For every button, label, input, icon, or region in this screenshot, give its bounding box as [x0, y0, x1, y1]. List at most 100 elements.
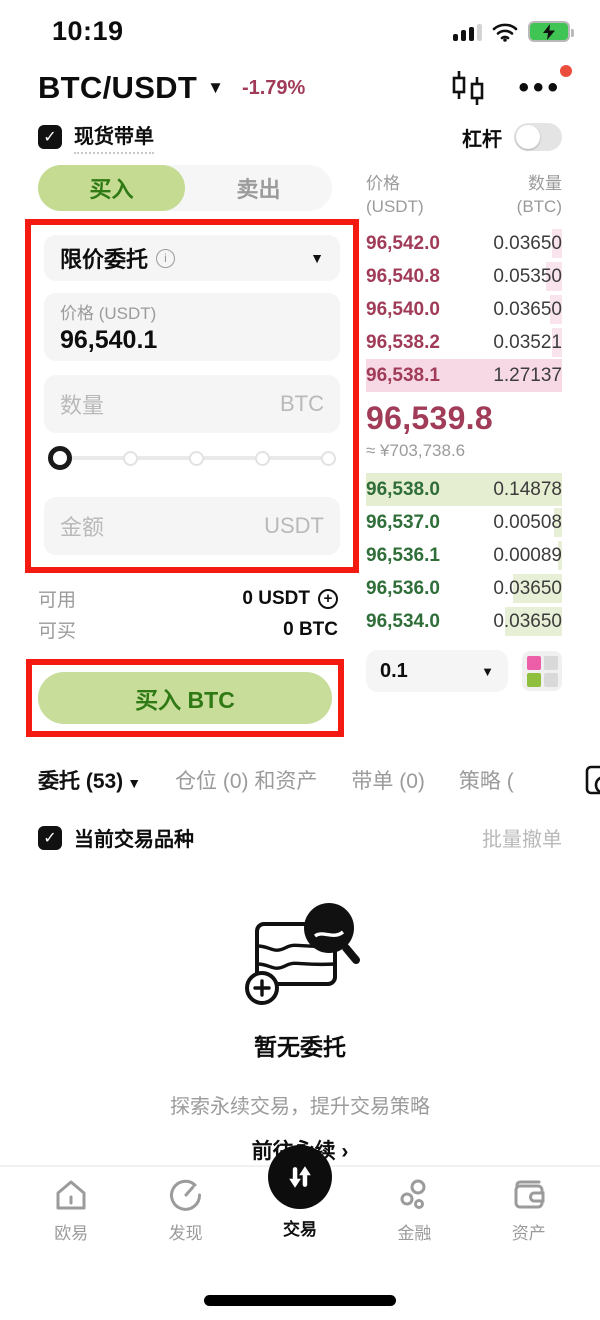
ask-rows: 96,542.0 0.03650 96,540.8 0.05350 96,540.0…	[366, 227, 562, 392]
wifi-icon	[492, 22, 518, 42]
ask-row[interactable]: 96,540.8 0.05350	[366, 260, 562, 293]
order-type-value: 限价委托	[60, 247, 149, 272]
price-input-value: 96,540.1	[60, 326, 158, 354]
empty-title: 暂无委托	[254, 1034, 346, 1060]
available-value: 0 USDT	[242, 587, 310, 609]
amount-slider[interactable]	[44, 433, 340, 483]
info-icon[interactable]	[156, 248, 176, 268]
bid-row[interactable]: 96,537.0 0.00508	[366, 506, 562, 539]
batch-cancel-button[interactable]: 批量撤单	[482, 829, 562, 851]
available-row: 可用 0 USDT	[38, 583, 338, 614]
ask-row[interactable]: 96,538.1 1.27137	[366, 359, 562, 392]
nav-item-home[interactable]: 欧易	[26, 1177, 116, 1244]
last-price: 96,539.8	[366, 400, 493, 436]
finance-icon	[395, 1177, 433, 1213]
tab-positions-assets[interactable]: 仓位 (0) 和资产	[175, 770, 318, 793]
bid-rows: 96,538.0 0.14878 96,537.0 0.00508 96,536.1…	[366, 473, 562, 638]
pair-header: BTC/USDT ▼ -1.79% •••	[0, 47, 600, 107]
annotation-box-order-form: 限价委托 ▼ 价格 (USDT) 96,540.1 数量 BTC	[25, 219, 359, 573]
battery-charging-icon	[528, 21, 574, 42]
dropdown-caret-icon: ▼	[481, 663, 494, 679]
spot-copy-trading-toggle[interactable]: 现货带单	[38, 120, 154, 154]
buy-sell-tabs: 买入 卖出	[38, 165, 332, 211]
price-input[interactable]: 价格 (USDT) 96,540.1	[44, 293, 340, 361]
buy-btc-button[interactable]: 买入 BTC	[38, 672, 332, 724]
ask-row[interactable]: 96,538.2 0.03521	[366, 326, 562, 359]
can-buy-label: 可买	[38, 621, 77, 642]
home-icon	[52, 1177, 90, 1213]
bid-row[interactable]: 96,536.0 0.03650	[366, 572, 562, 605]
more-menu-icon[interactable]: •••	[516, 65, 572, 103]
notification-dot	[560, 65, 572, 77]
trade-swap-icon	[267, 1145, 332, 1209]
annotation-box-buy-button: 买入 BTC	[26, 659, 344, 737]
amount-unit: BTC	[280, 391, 324, 416]
amount-input[interactable]: 数量 BTC	[44, 375, 340, 433]
bottom-area: 欧易 发现 交易 金融 资产	[0, 1145, 600, 1320]
leverage-control: 杠杆	[462, 123, 562, 152]
tab-sell[interactable]: 卖出	[236, 177, 281, 202]
leverage-label: 杠杆	[462, 128, 502, 151]
checked-checkbox-icon[interactable]	[38, 825, 62, 850]
checked-checkbox-icon[interactable]	[38, 125, 62, 149]
price-change-badge: -1.79%	[241, 76, 306, 99]
leverage-toggle[interactable]	[514, 123, 562, 151]
nav-item-finance[interactable]: 金融	[369, 1177, 459, 1244]
bid-row[interactable]: 96,536.1 0.00089	[366, 539, 562, 572]
tab-open-orders[interactable]: 委托 (53) ▼	[38, 770, 142, 793]
available-label: 可用	[38, 590, 77, 611]
current-pair-filter[interactable]: 当前交易品种	[38, 823, 194, 852]
discover-icon	[167, 1177, 205, 1213]
home-indicator[interactable]	[204, 1295, 396, 1306]
price-input-label: 价格 (USDT)	[60, 304, 157, 323]
trade-main: 买入 卖出 限价委托 ▼ 价格 (USDT) 96,540.1 数量 BTC	[0, 165, 600, 737]
bid-row[interactable]: 96,538.0 0.14878	[366, 473, 562, 506]
clock: 10:19	[52, 16, 124, 46]
precision-dropdown[interactable]: 0.1 ▼	[366, 650, 508, 692]
ask-row[interactable]: 96,540.0 0.03650	[366, 293, 562, 326]
ob-price-header: 价格	[366, 174, 400, 193]
candlestick-chart-icon[interactable]	[450, 69, 486, 107]
total-placeholder: 金额	[60, 515, 105, 540]
dropdown-caret-icon: ▼	[310, 250, 324, 266]
book-display-mode-icon[interactable]	[522, 651, 562, 691]
ob-amount-header: 数量	[528, 174, 562, 193]
slider-stop[interactable]	[123, 450, 138, 466]
tab-copy-orders[interactable]: 带单 (0)	[351, 770, 425, 793]
pair-title[interactable]: BTC/USDT	[38, 70, 198, 105]
tab-caret-icon: ▼	[127, 775, 142, 791]
empty-orders-state: 暂无委托 探索永续交易，提升交易策略 前往永续 ›	[0, 898, 600, 1165]
orders-tab-bar: 委托 (53) ▼ 仓位 (0) 和资产 带单 (0) 策略 (	[0, 763, 600, 797]
orders-filter-row: 当前交易品种 批量撤单	[0, 823, 600, 852]
slider-stop[interactable]	[321, 450, 336, 466]
nav-item-discover[interactable]: 发现	[141, 1177, 231, 1244]
ask-row[interactable]: 96,542.0 0.03650	[366, 227, 562, 260]
slider-stop[interactable]	[189, 450, 204, 466]
order-history-icon[interactable]	[582, 763, 600, 797]
ob-price-unit: (USDT)	[366, 196, 424, 216]
promo-text: 探索永续交易，提升交易策略	[170, 1096, 430, 1118]
controls-row: 现货带单 杠杆	[0, 107, 600, 154]
status-icons	[453, 21, 574, 42]
no-orders-illustration-icon	[237, 898, 363, 1010]
can-buy-row: 可买 0 BTC	[38, 614, 338, 645]
total-input[interactable]: 金额 USDT	[44, 497, 340, 555]
nav-item-assets[interactable]: 资产	[484, 1177, 574, 1244]
status-bar: 10:19	[0, 0, 600, 47]
tab-buy[interactable]: 买入	[38, 165, 185, 211]
bid-row[interactable]: 96,534.0 0.03650	[366, 605, 562, 638]
balance-info: 可用 0 USDT 可买 0 BTC	[38, 583, 338, 645]
order-entry-panel: 买入 卖出 限价委托 ▼ 价格 (USDT) 96,540.1 数量 BTC	[0, 165, 362, 737]
last-price-block: 96,539.8 ≈ ¥703,738.6	[366, 392, 562, 467]
tab-strategy[interactable]: 策略 (	[458, 770, 514, 793]
total-unit: USDT	[264, 513, 324, 538]
deposit-plus-icon[interactable]	[318, 588, 338, 609]
can-buy-value: 0 BTC	[283, 618, 338, 640]
pair-dropdown-caret-icon[interactable]: ▼	[207, 78, 224, 97]
spot-copy-trading-label: 现货带单	[74, 120, 154, 154]
nav-item-trade[interactable]: 交易	[255, 1145, 345, 1240]
order-type-dropdown[interactable]: 限价委托 ▼	[44, 235, 340, 281]
ob-amount-unit: (BTC)	[516, 196, 562, 216]
slider-thumb[interactable]	[48, 446, 72, 470]
slider-stop[interactable]	[255, 450, 270, 466]
